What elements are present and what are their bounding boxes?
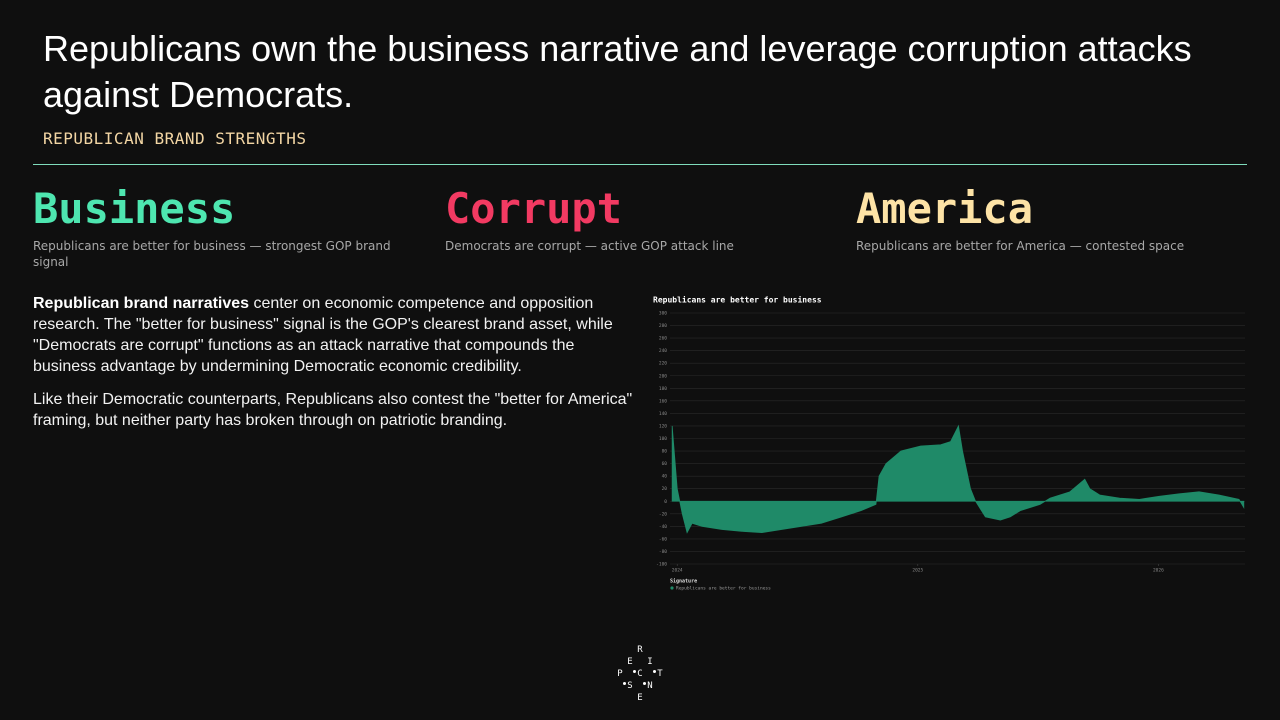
brand-heading: Corrupt bbox=[445, 184, 623, 233]
bold-lead: Republican brand narratives bbox=[33, 295, 250, 312]
paragraph: Republican brand narratives center on ec… bbox=[33, 293, 633, 377]
y-tick-label: 260 bbox=[659, 336, 667, 342]
brand-heading: America bbox=[856, 184, 1034, 233]
logo-dot bbox=[653, 670, 656, 673]
divider bbox=[33, 164, 1247, 165]
brand-column: America Republicans are better for Americ… bbox=[856, 184, 1226, 254]
y-tick-label: 140 bbox=[659, 411, 667, 417]
y-tick-label: -40 bbox=[659, 524, 667, 530]
brand-heading: Business bbox=[33, 184, 236, 233]
logo-dot bbox=[623, 682, 626, 685]
y-tick-label: -60 bbox=[659, 536, 667, 542]
logo-letter: N bbox=[647, 681, 653, 691]
brand-column: Corrupt Democrats are corrupt — active GO… bbox=[445, 184, 815, 254]
brand-description: Democrats are corrupt — active GOP attac… bbox=[445, 239, 734, 253]
y-tick-label: 160 bbox=[659, 398, 667, 404]
legend-title: Signature bbox=[670, 579, 697, 585]
paragraph-text: center on economic competence and opposi… bbox=[33, 295, 613, 375]
y-tick-label: 20 bbox=[662, 486, 668, 492]
brand-description: Republicans are better for America — con… bbox=[856, 239, 1185, 253]
y-tick-label: 80 bbox=[662, 449, 668, 455]
y-tick-label: 180 bbox=[659, 386, 667, 392]
logo-letter: C bbox=[637, 669, 643, 679]
subtitle: REPUBLICAN BRAND STRENGTHS bbox=[43, 129, 307, 148]
logo-dot bbox=[633, 670, 636, 673]
paragraph: Like their Democratic counterparts, Repu… bbox=[33, 389, 633, 431]
y-tick-label: -80 bbox=[659, 549, 667, 555]
logo-letter: T bbox=[657, 669, 663, 679]
y-tick-label: 240 bbox=[659, 348, 667, 354]
brand-description: Republicans are better for business — st… bbox=[33, 239, 391, 269]
y-tick-label: 120 bbox=[659, 423, 667, 429]
logo-letter: R bbox=[637, 645, 643, 655]
y-tick-label: 0 bbox=[664, 499, 667, 505]
legend-swatch bbox=[670, 586, 674, 590]
x-tick-label: 2024 bbox=[672, 568, 683, 574]
x-tick-label: 2026 bbox=[1153, 568, 1164, 574]
y-tick-label: 40 bbox=[662, 474, 668, 480]
y-tick-label: 60 bbox=[662, 461, 668, 467]
logo-letter: P bbox=[617, 669, 623, 679]
chart-title: Republicans are better for business bbox=[653, 295, 822, 305]
legend-label: Republicans are better for business bbox=[676, 586, 771, 592]
area bbox=[671, 424, 1245, 534]
logo-dot bbox=[643, 682, 646, 685]
y-tick-label: -100 bbox=[656, 562, 667, 568]
logo-letter: E bbox=[637, 693, 643, 703]
y-tick-label: 220 bbox=[659, 361, 667, 367]
slide-title: Republicans own the business narrative a… bbox=[43, 28, 1192, 115]
y-tick-label: 100 bbox=[659, 436, 667, 442]
paragraph-text: Like their Democratic counterparts, Repu… bbox=[33, 391, 633, 429]
brand-column: Business Republicans are better for busin… bbox=[33, 184, 403, 270]
y-tick-label: 300 bbox=[659, 311, 667, 317]
x-tick-label: 2025 bbox=[912, 568, 923, 574]
body-text: Republican brand narratives center on ec… bbox=[33, 293, 633, 443]
y-tick-label: 200 bbox=[659, 373, 667, 379]
logo-letter: I bbox=[647, 657, 653, 667]
logo-letter: E bbox=[627, 657, 633, 667]
y-tick-label: 280 bbox=[659, 323, 667, 329]
logo-letter: S bbox=[627, 681, 633, 691]
y-tick-label: -20 bbox=[659, 511, 667, 517]
